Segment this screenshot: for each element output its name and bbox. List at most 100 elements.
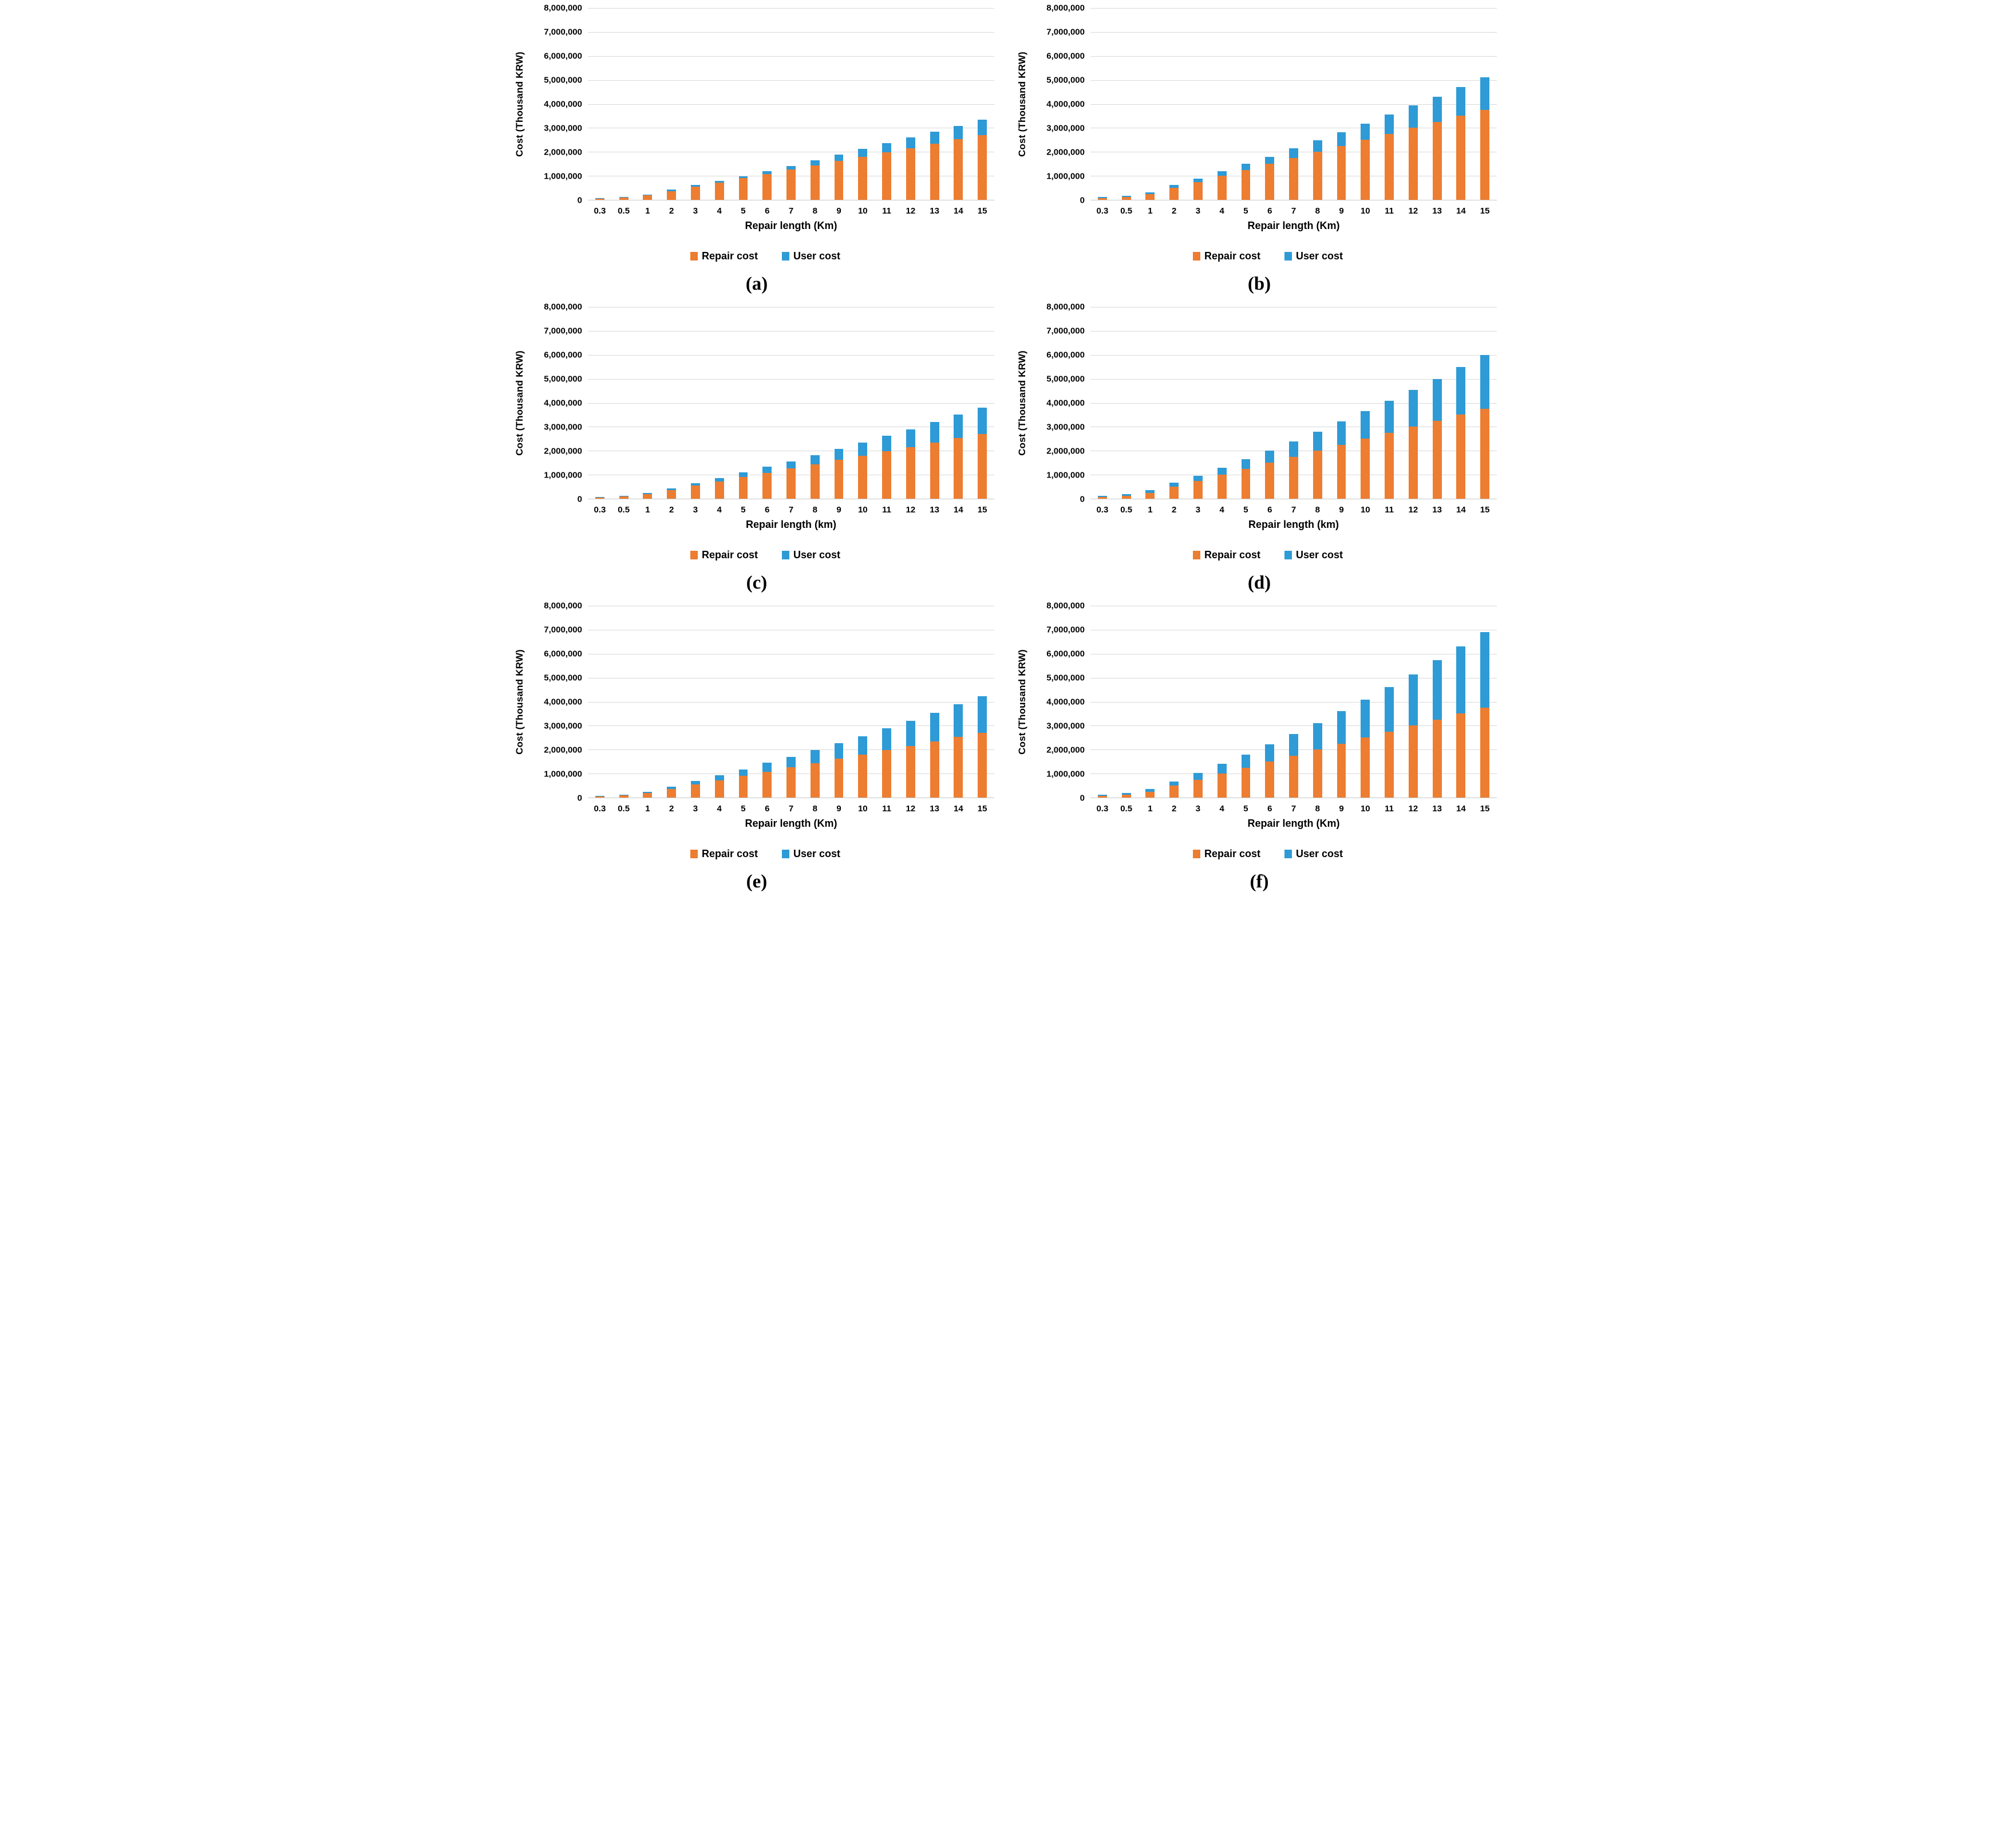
y-tick-label: 7,000,000 — [544, 27, 582, 37]
user-cost-segment — [834, 449, 844, 460]
repair-cost-segment — [1313, 152, 1322, 200]
repair-cost-segment — [954, 438, 963, 499]
x-tick-label: 3 — [693, 803, 698, 814]
user-cost-swatch — [1284, 550, 1292, 559]
repair-cost-segment — [691, 784, 700, 798]
bar-15 — [978, 307, 987, 499]
gridline — [588, 403, 994, 404]
bar-8 — [1313, 8, 1322, 200]
gridline — [588, 56, 994, 57]
bar-14 — [1456, 307, 1466, 499]
y-tick-label: 7,000,000 — [1046, 625, 1085, 635]
x-tick-label: 14 — [1456, 206, 1466, 216]
legend-item-repair-cost: Repair cost — [690, 250, 758, 262]
user-cost-segment — [1145, 490, 1155, 493]
legend-label: Repair cost — [701, 549, 758, 561]
user-cost-segment — [1169, 483, 1179, 487]
repair-cost-segment — [595, 198, 604, 200]
bar-slot — [923, 8, 947, 200]
user-cost-segment — [1289, 733, 1298, 756]
legend-label: User cost — [1296, 250, 1343, 262]
legend-label: Repair cost — [1204, 549, 1260, 561]
bar-slot — [803, 8, 827, 200]
y-axis-title-wrap: Cost (Thousand KRW) — [1014, 8, 1031, 200]
bar-slot — [1353, 606, 1377, 798]
bar-9 — [1337, 606, 1346, 798]
repair-cost-segment — [834, 161, 844, 200]
gridline — [588, 330, 994, 332]
user-cost-segment — [1361, 700, 1370, 738]
x-tick-label: 14 — [1456, 803, 1466, 814]
bar-slot — [755, 606, 779, 798]
x-tick-label: 4 — [717, 206, 722, 216]
x-axis-title: Repair length (Km) — [1247, 818, 1340, 829]
bar-slot — [1162, 8, 1186, 200]
repair-cost-segment — [954, 737, 963, 798]
chart-grid: Cost (Thousand KRW) 8,000,000 7,000,000 6,0… — [511, 302, 1002, 599]
repair-cost-segment — [762, 472, 772, 499]
x-tick-label: 10 — [1360, 803, 1370, 814]
legend-label: User cost — [1296, 847, 1343, 859]
gridline — [1090, 354, 1497, 356]
user-cost-segment — [1480, 632, 1490, 708]
bar-slot — [1139, 606, 1163, 798]
chart-grid: Cost (Thousand KRW) 8,000,000 7,000,000 6,0… — [511, 3, 1002, 300]
legend: Repair cost User cost — [528, 237, 1002, 267]
repair-cost-segment — [1265, 463, 1275, 499]
repair-cost-swatch — [1192, 849, 1200, 858]
repair-cost-segment — [906, 447, 915, 499]
repair-cost-segment — [1432, 121, 1442, 200]
bar-2 — [1169, 8, 1179, 200]
repair-cost-segment — [1456, 116, 1466, 200]
user-cost-segment — [1408, 674, 1418, 726]
repair-cost-segment — [1193, 480, 1203, 499]
chart-f: Cost (Thousand KRW) 8,000,000 7,000,000 6,0… — [1011, 601, 1507, 898]
bar-slot — [1186, 8, 1210, 200]
user-cost-segment — [906, 721, 915, 746]
user-cost-segment — [1456, 366, 1466, 415]
user-cost-segment — [1193, 773, 1203, 780]
y-tick-label: 7,000,000 — [1046, 27, 1085, 37]
repair-cost-swatch — [690, 251, 698, 261]
x-tick-label: 7 — [1291, 504, 1296, 515]
user-cost-segment — [1265, 451, 1275, 463]
user-cost-segment — [667, 786, 677, 789]
y-tick-label: 2,000,000 — [544, 745, 582, 755]
x-axis-title: Repair length (Km) — [745, 220, 837, 231]
bar-slot — [779, 307, 803, 499]
user-cost-segment — [1337, 711, 1346, 744]
bar-slot — [1090, 307, 1114, 499]
y-tick-label: 1,000,000 — [544, 171, 582, 181]
x-tick-label: 15 — [1480, 504, 1490, 515]
bar-slot — [803, 606, 827, 798]
legend-label: Repair cost — [701, 250, 758, 262]
repair-cost-segment — [1169, 786, 1179, 798]
repair-cost-segment — [1385, 133, 1394, 200]
x-tick-label: 0.3 — [594, 803, 606, 814]
repair-cost-segment — [834, 759, 844, 798]
bar-slot — [1353, 307, 1377, 499]
bar-slot — [659, 8, 683, 200]
bar-slot — [1425, 8, 1449, 200]
bar-3 — [691, 307, 700, 499]
repair-cost-segment — [1169, 188, 1179, 200]
user-cost-segment — [1169, 185, 1179, 188]
user-cost-segment — [1193, 179, 1203, 182]
bar-13 — [930, 606, 939, 798]
bar-0.3 — [1097, 307, 1107, 499]
bars-container — [1090, 8, 1497, 200]
y-tick-label: 3,000,000 — [544, 422, 582, 432]
bar-slot — [1377, 307, 1401, 499]
user-cost-segment — [1432, 96, 1442, 122]
y-tick-label: 7,000,000 — [1046, 326, 1085, 336]
repair-cost-segment — [1289, 755, 1298, 798]
repair-cost-segment — [1385, 432, 1394, 499]
user-cost-segment — [619, 196, 628, 198]
bar-4 — [1217, 307, 1227, 499]
repair-cost-segment — [643, 494, 653, 499]
user-cost-segment — [1169, 781, 1179, 786]
repair-cost-segment — [1432, 420, 1442, 499]
user-cost-segment — [1217, 763, 1227, 774]
x-tick-label: 12 — [1408, 803, 1418, 814]
repair-cost-segment — [1385, 731, 1394, 798]
